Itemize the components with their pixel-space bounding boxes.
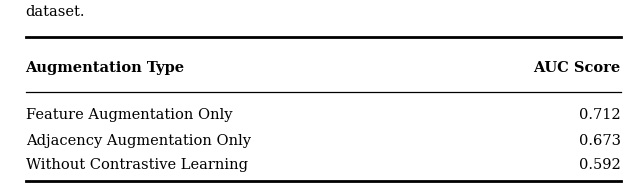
Text: 0.712: 0.712 (579, 108, 621, 122)
Text: AUC Score: AUC Score (534, 61, 621, 75)
Text: Augmentation Type: Augmentation Type (26, 61, 185, 75)
Text: Feature Augmentation Only: Feature Augmentation Only (26, 108, 232, 122)
Text: Adjacency Augmentation Only: Adjacency Augmentation Only (26, 134, 251, 148)
Text: 0.592: 0.592 (579, 158, 621, 172)
Text: dataset.: dataset. (26, 5, 85, 20)
Text: Without Contrastive Learning: Without Contrastive Learning (26, 158, 248, 172)
Text: 0.673: 0.673 (579, 134, 621, 148)
